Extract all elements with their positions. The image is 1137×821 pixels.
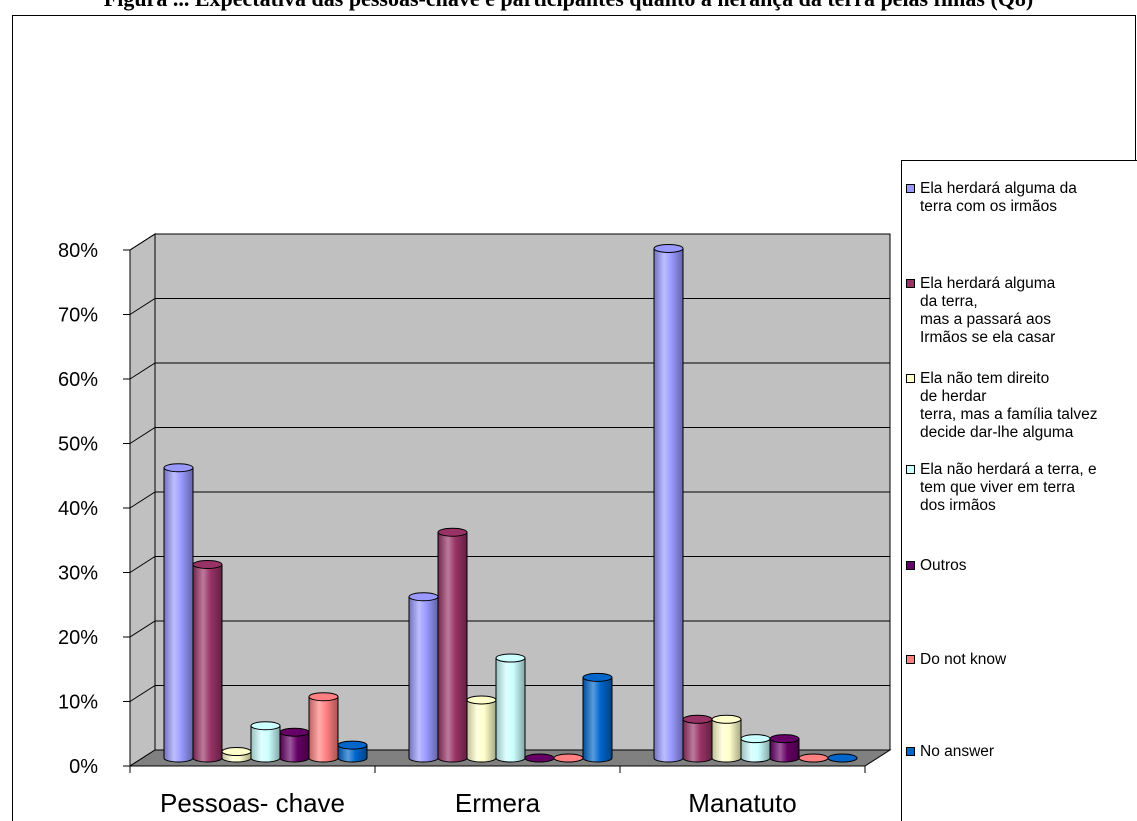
bar-top bbox=[192, 560, 223, 569]
bar bbox=[827, 753, 858, 763]
y-tick-label: 80% bbox=[58, 240, 98, 262]
bar-body bbox=[192, 564, 223, 763]
bar-top bbox=[682, 714, 713, 724]
gridline bbox=[129, 298, 890, 315]
bar-body bbox=[582, 676, 613, 763]
legend-label: Outros bbox=[920, 557, 967, 574]
gridline bbox=[129, 362, 890, 380]
bar-top bbox=[250, 721, 281, 731]
bar-body bbox=[163, 467, 194, 763]
bar-body bbox=[466, 699, 497, 763]
legend-label: Do not know bbox=[920, 651, 1007, 668]
bar-top bbox=[495, 653, 526, 663]
legend-swatch bbox=[906, 747, 915, 756]
y-tick-label: 40% bbox=[58, 498, 98, 520]
gridline bbox=[129, 427, 890, 444]
bar-body bbox=[308, 696, 339, 763]
bar bbox=[437, 527, 468, 763]
bar-body bbox=[682, 718, 713, 763]
bar-body bbox=[711, 718, 742, 763]
legend-swatch bbox=[906, 184, 915, 193]
bar-top bbox=[524, 753, 555, 763]
bar-top bbox=[221, 747, 252, 757]
legend-swatch bbox=[906, 279, 915, 288]
bar bbox=[466, 695, 497, 763]
bar-top bbox=[827, 753, 858, 763]
bar-top bbox=[553, 753, 584, 763]
bar-top bbox=[279, 727, 310, 737]
y-tick-label: 20% bbox=[58, 627, 98, 649]
gridline bbox=[129, 685, 890, 702]
bar-body bbox=[495, 657, 526, 763]
bar-top bbox=[769, 734, 800, 744]
bar-body bbox=[408, 596, 439, 763]
legend-label: Ela não tem direito de herdar terra, mas… bbox=[920, 370, 1098, 441]
legend-label: Ela herdará alguma da terra com os irmão… bbox=[920, 180, 1077, 215]
bar-body bbox=[437, 531, 468, 763]
bar-top bbox=[740, 734, 771, 744]
bar bbox=[192, 560, 223, 763]
bar bbox=[495, 653, 526, 763]
gridline bbox=[129, 620, 890, 638]
bar bbox=[740, 734, 771, 763]
y-tick-label: 0% bbox=[69, 756, 98, 778]
bar-top bbox=[408, 592, 439, 602]
bar bbox=[308, 692, 339, 763]
bar-top bbox=[798, 753, 829, 763]
y-tick-label: 30% bbox=[58, 563, 98, 585]
bar-top bbox=[711, 714, 742, 724]
bar-top bbox=[437, 527, 468, 537]
legend-swatch bbox=[906, 655, 915, 664]
legend-swatch bbox=[906, 465, 915, 474]
x-tick-label: Ermera bbox=[455, 788, 541, 818]
bar bbox=[711, 714, 742, 763]
y-tick-label: 70% bbox=[58, 305, 98, 327]
bar bbox=[582, 672, 613, 763]
chart-title: Figura ... Expectativa das pessoas-chave… bbox=[0, 0, 1137, 16]
bar bbox=[279, 727, 310, 763]
legend-swatch bbox=[906, 374, 915, 383]
legend bbox=[901, 160, 1137, 821]
bar-body bbox=[337, 744, 368, 763]
x-tick-label: Manatuto bbox=[688, 788, 796, 818]
y-tick-label: 50% bbox=[58, 434, 98, 456]
bar bbox=[524, 753, 555, 763]
x-tick-label: Pessoas- chave bbox=[160, 788, 345, 818]
bar-body bbox=[653, 247, 684, 763]
bar-top bbox=[653, 243, 684, 253]
legend-swatch bbox=[906, 561, 915, 570]
bar-top bbox=[337, 740, 368, 750]
bar bbox=[682, 714, 713, 763]
gridline bbox=[129, 233, 890, 251]
bar bbox=[798, 753, 829, 763]
bar bbox=[250, 721, 281, 763]
bar bbox=[553, 753, 584, 763]
bar bbox=[408, 592, 439, 763]
gridline bbox=[129, 556, 890, 573]
legend-label: Ela herdará alguma da terra, mas a passa… bbox=[920, 275, 1056, 346]
bar bbox=[769, 734, 800, 763]
bar-body bbox=[250, 725, 281, 763]
bar-top bbox=[582, 672, 613, 682]
bar bbox=[221, 747, 252, 763]
gridline bbox=[129, 491, 890, 509]
bar bbox=[653, 243, 684, 763]
bar bbox=[163, 463, 194, 763]
y-tick-label: 60% bbox=[58, 369, 98, 391]
bar-top bbox=[308, 692, 339, 702]
bar-top bbox=[466, 695, 497, 705]
bar-top bbox=[163, 463, 194, 473]
legend-label: No answer bbox=[920, 743, 995, 760]
bar bbox=[337, 740, 368, 763]
legend-label: Ela não herdará a terra, e tem que viver… bbox=[920, 461, 1097, 514]
y-tick-label: 10% bbox=[58, 692, 98, 714]
